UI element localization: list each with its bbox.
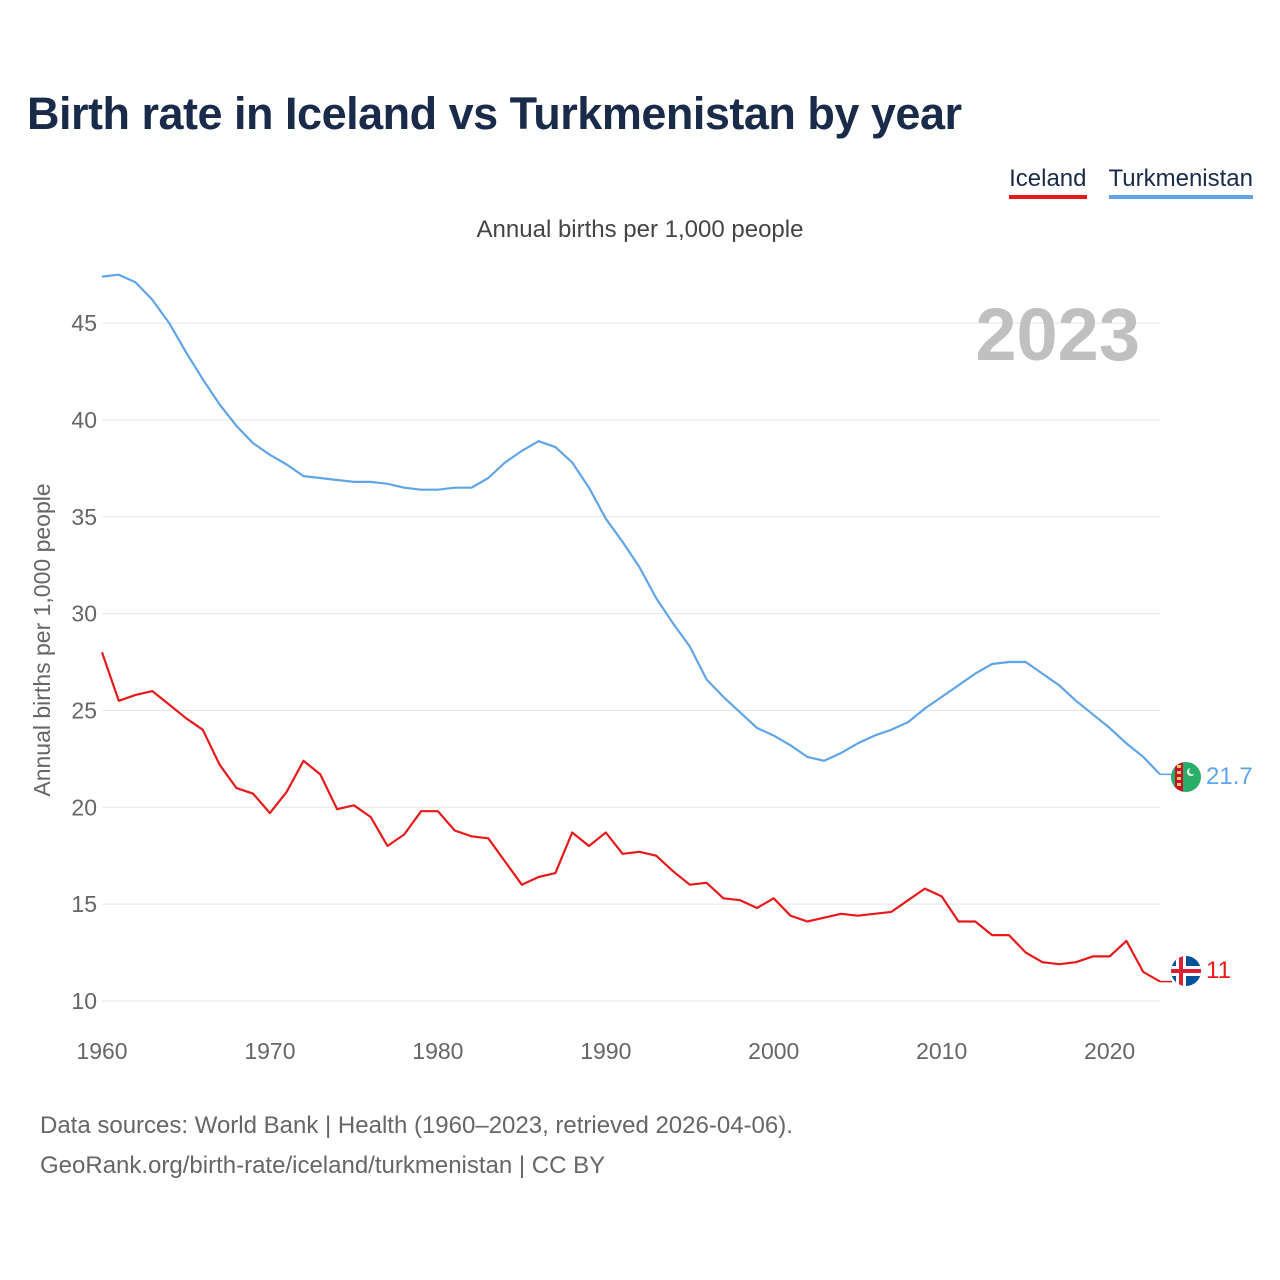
y-tick-label: 25: [71, 697, 97, 723]
legend-item-iceland[interactable]: Iceland: [1009, 165, 1087, 199]
end-label-turkmenistan: 21.7: [1206, 763, 1253, 790]
chart-title: Birth rate in Iceland vs Turkmenistan by…: [27, 88, 962, 139]
chart-subtitle: Annual births per 1,000 people: [476, 216, 804, 243]
iceland-flag-icon: [1171, 956, 1201, 986]
y-axis-label: Annual births per 1,000 people: [29, 483, 55, 796]
y-tick-label: 45: [71, 310, 97, 336]
x-tick-label: 2020: [1084, 1038, 1135, 1064]
legend-item-turkmenistan[interactable]: Turkmenistan: [1108, 165, 1253, 199]
y-tick-label: 15: [71, 891, 97, 917]
y-tick-label: 10: [71, 988, 97, 1014]
turkmenistan-flag-icon: [1171, 762, 1201, 792]
y-tick-label: 40: [71, 407, 97, 433]
footer-source: Data sources: World Bank | Health (1960–…: [40, 1106, 793, 1186]
year-watermark: 2023: [975, 293, 1140, 376]
legend: Iceland Turkmenistan: [1009, 165, 1253, 199]
x-tick-label: 1970: [244, 1038, 295, 1064]
y-tick-label: 30: [71, 601, 97, 627]
y-tick-label: 20: [71, 794, 97, 820]
x-tick-label: 2000: [748, 1038, 799, 1064]
series-line-turkmenistan: [101, 273, 1161, 776]
footer-line-2[interactable]: GeoRank.org/birth-rate/iceland/turkmenis…: [40, 1152, 606, 1179]
x-tick-label: 1990: [580, 1038, 631, 1064]
y-tick-label: 35: [71, 504, 97, 530]
footer-line-1: Data sources: World Bank | Health (1960–…: [40, 1112, 793, 1139]
x-tick-label: 1980: [412, 1038, 463, 1064]
x-tick-label: 2010: [916, 1038, 967, 1064]
end-label-iceland: 11: [1206, 957, 1231, 984]
x-tick-label: 1960: [76, 1038, 127, 1064]
series-line-iceland: [100, 651, 1161, 983]
